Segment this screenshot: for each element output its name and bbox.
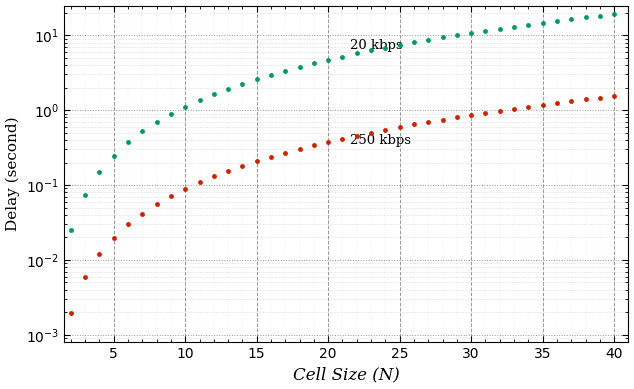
Text: 20 kbps: 20 kbps — [349, 39, 402, 53]
Y-axis label: Delay (second): Delay (second) — [6, 116, 20, 231]
Text: 250 kbps: 250 kbps — [349, 134, 411, 147]
X-axis label: Cell Size (N): Cell Size (N) — [293, 366, 399, 384]
